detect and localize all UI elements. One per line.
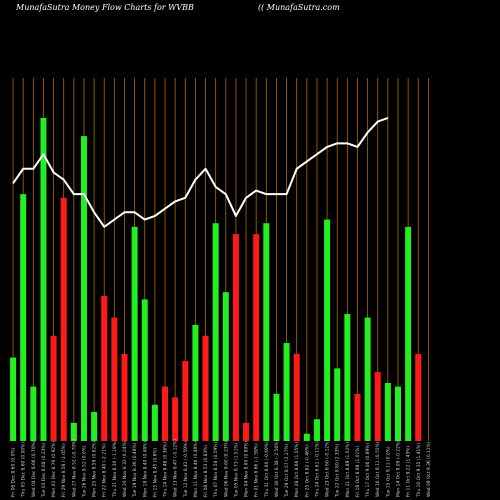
money-flow-bar — [50, 335, 57, 441]
money-flow-bar — [30, 386, 37, 441]
x-tick-label: Thu 05 Dec 8.60 (0.00%) — [21, 442, 27, 498]
money-flow-bars — [10, 117, 422, 442]
money-flow-bar — [263, 223, 270, 441]
x-tick-label: Wed 27 Nov 8.52 (-0.70%) — [71, 439, 77, 497]
money-flow-bar — [202, 335, 209, 441]
money-flow-bar — [212, 223, 219, 441]
x-tick-label: Fri 01 Nov 8.66 (-1.59%) — [254, 443, 260, 497]
x-tick-label: Tue 15 Oct 9.11 (0.0%) — [385, 446, 391, 498]
money-flow-bar — [222, 292, 229, 441]
money-flow-bar — [395, 386, 402, 441]
x-tick-label: Fri 06 Dec 8.60 (0.0%) — [11, 447, 17, 497]
money-flow-bar — [243, 422, 250, 441]
x-tick-label: Tue 22 Oct 8.80 (2.33%) — [335, 443, 341, 498]
money-flow-bar — [70, 422, 77, 441]
x-tick-label: Wed 23 Oct 8.60 (-0.12%) — [325, 440, 331, 497]
money-flow-bar — [10, 357, 17, 441]
x-tick-label: Mon 25 Nov 8.59 (0.82%) — [92, 441, 98, 497]
x-tick-label: Tue 26 Nov 8.52 (0.0%) — [81, 445, 87, 498]
money-flow-bar — [273, 393, 280, 441]
x-tick-label: Wed 30 Oct 8.38 (-2.56%) — [274, 440, 280, 497]
x-tick-label: Wed 04 Dec 8.66 (0.70%) — [31, 440, 37, 497]
money-flow-bar — [20, 194, 27, 441]
money-flow-bar — [415, 353, 422, 441]
x-tick-label: Tue 05 Nov 8.73 (1.51%) — [233, 442, 239, 498]
x-tick-label: Mon 11 Nov 8.46 (0.48%) — [193, 441, 199, 497]
x-tick-label: Fri 25 Oct 8.62 (-0.46%) — [304, 444, 310, 497]
money-flow-bar — [253, 234, 260, 441]
x-tick-label: Tue 29 Oct 8.57 (2.27%) — [284, 443, 290, 498]
money-flow-bar — [324, 219, 331, 441]
money-flow-bar — [40, 117, 47, 442]
x-tick-label: Mon 28 Oct 8.66 (1.05%) — [294, 442, 300, 497]
x-tick-label: Wed 20 Nov 8.32 (0.24%) — [122, 440, 128, 497]
money-flow-bar — [334, 368, 341, 441]
x-tick-label: Fri 08 Nov 8.53 (0.83%) — [203, 445, 209, 497]
money-flow-bar — [384, 382, 391, 441]
money-flow-bar — [293, 353, 300, 441]
x-tick-label: Thu 14 Nov 8.48 (0.36%) — [163, 442, 169, 498]
x-tick-label: Mon 02 Dec 8.76 (0.92%) — [51, 441, 57, 497]
money-flow-bar — [364, 317, 371, 441]
x-tick-label: Thu 07 Nov 8.58 (0.59%) — [213, 442, 219, 498]
x-tick-label: Fri 22 Nov 8.40 (-2.21%) — [102, 443, 108, 497]
money-flow-bar — [131, 226, 138, 441]
x-tick-label: Mon 21 Oct 8.89 (1.02%) — [345, 442, 351, 497]
chart-title: MunafaSutra Money Flow Charts for WVBB — [16, 3, 194, 12]
money-flow-bar — [354, 393, 361, 441]
money-flow-bar — [101, 295, 108, 441]
x-tick-label: Wed 06 Nov 8.60 (0.23%) — [223, 440, 229, 497]
x-tick-labels: Fri 06 Dec 8.60 (0.0%) Thu 05 Dec 8.60 (0… — [11, 439, 432, 498]
money-flow-bar — [80, 136, 87, 441]
money-flow-bar — [141, 299, 148, 441]
x-tick-label: Fri 11 Oct 9.22 (1.43%) — [406, 446, 412, 497]
x-tick-label: Wed 09 Oct 9.36 (0.11%) — [426, 441, 432, 497]
money-flow-bar — [232, 234, 239, 441]
money-flow-bar — [283, 342, 290, 441]
money-flow-bar — [182, 361, 189, 441]
money-flow-bar — [303, 433, 310, 441]
x-tick-label: Wed 13 Nov 8.47 (-0.12%) — [173, 439, 179, 497]
x-tick-label: Mon 04 Nov 8.80 (0.80%) — [244, 441, 250, 497]
money-flow-bar — [162, 386, 169, 441]
x-tick-label: Tue 12 Nov 8.42 (-0.59%) — [183, 441, 189, 498]
x-tick-label: Thu 17 Oct 9.06 (0.89%) — [365, 443, 371, 498]
price-line — [12, 116, 389, 228]
money-flow-bar — [91, 411, 98, 441]
x-tick-label: Fri 29 Nov 8.58 (-2.05%) — [61, 443, 67, 497]
money-flow-bar — [111, 317, 118, 441]
site-credit: (( MunafaSutra.com — [258, 3, 340, 12]
x-tick-label: Tue 19 Nov 8.36 (0.48%) — [132, 442, 138, 498]
money-flow-bar — [151, 404, 158, 441]
price-line-path — [12, 116, 389, 228]
x-tick-label: Mon 14 Oct 9.09 (-0.22%) — [396, 440, 402, 497]
x-tick-label: Mon 18 Nov 8.40 (0.48%) — [142, 441, 148, 497]
x-tick-label: Thu 31 Oct 8.60 (-0.69%) — [264, 441, 270, 498]
x-tick-label: Tue 03 Dec 8.68 (0.23%) — [41, 442, 47, 498]
x-tick-label: Fri 18 Oct 8.98 (1.01%) — [355, 446, 361, 497]
money-flow-bar — [121, 353, 128, 441]
money-flow-bar — [172, 397, 179, 441]
x-tick-label: Thu 10 Oct 9.35 (1.41%) — [416, 443, 422, 498]
x-tick-label: Wed 16 Oct 9.11 (0.55%) — [375, 441, 381, 497]
money-flow-bar — [344, 313, 351, 441]
money-flow-bar — [405, 226, 412, 441]
money-flow-bar — [313, 419, 320, 441]
x-tick-label: Fri 15 Nov 8.45 (0.6%) — [152, 447, 158, 497]
money-flow-bar — [60, 197, 67, 441]
x-tick-label: Thu 21 Nov 8.30 (-1.19%) — [112, 440, 118, 498]
money-flow-bar — [192, 324, 199, 441]
x-tick-label: Thu 24 Oct 8.61 (-0.12%) — [314, 441, 320, 498]
money-flow-bar — [374, 372, 381, 441]
